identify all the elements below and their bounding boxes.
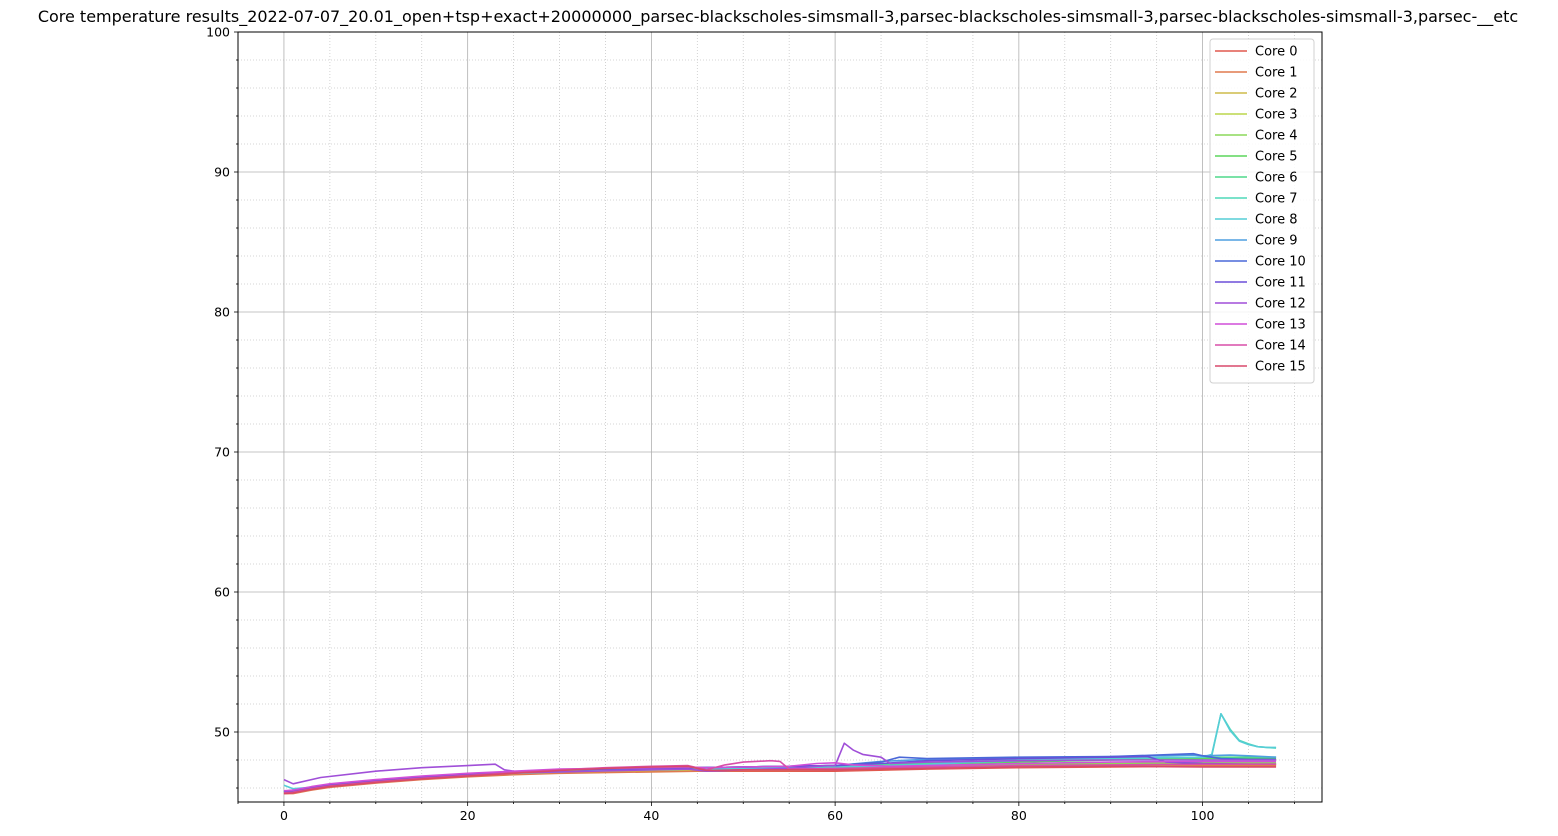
legend: Core 0 Core 1 Core 2 Core 3 Core 4 Core 5 Core…: [1209, 38, 1315, 384]
legend-label: Core 2: [1255, 87, 1298, 102]
legend-label: Core 0: [1255, 45, 1298, 60]
legend-label: Core 11: [1255, 276, 1306, 291]
legend-label: Core 12: [1255, 297, 1306, 312]
legend-label: Core 7: [1255, 192, 1298, 207]
legend-label: Core 4: [1255, 129, 1298, 144]
minor-grid: [237, 32, 1322, 802]
legend-label: Core 1: [1255, 66, 1298, 81]
major-grid: [238, 31, 1322, 802]
legend-label: Core 13: [1255, 318, 1306, 333]
x-tick-label: 100: [1191, 808, 1215, 823]
legend-box: [1209, 38, 1315, 384]
x-tick-label: 20: [460, 808, 476, 823]
x-tick-label: 60: [827, 808, 843, 823]
series-line-core-15: [283, 765, 1277, 795]
legend-label: Core 15: [1255, 360, 1306, 375]
axis-ticks: 0 20 40 60 80 100 50 60 70 80 90 100: [206, 25, 1295, 823]
legend-label: Core 8: [1255, 213, 1298, 228]
legend-label: Core 10: [1255, 255, 1306, 270]
y-tick-label: 70: [214, 445, 230, 460]
series-lines: [283, 713, 1277, 795]
y-tick-label: 50: [214, 725, 230, 740]
x-tick-label: 80: [1011, 808, 1027, 823]
legend-label: Core 6: [1255, 171, 1298, 186]
legend-label: Core 14: [1255, 339, 1306, 354]
legend-label: Core 3: [1255, 108, 1298, 123]
legend-label: Core 9: [1255, 234, 1298, 249]
chart-title: Core temperature results_2022-07-07_20.0…: [38, 7, 1518, 27]
plot-area-frame: [237, 31, 1323, 803]
y-tick-label: 80: [214, 305, 230, 320]
x-tick-label: 0: [280, 808, 288, 823]
y-tick-label: 100: [206, 25, 230, 40]
series-line-core-14: [283, 759, 1277, 794]
y-tick-label: 90: [214, 165, 230, 180]
y-tick-label: 60: [214, 585, 230, 600]
x-tick-label: 40: [643, 808, 659, 823]
series-line-core-7: [283, 713, 1277, 793]
legend-label: Core 5: [1255, 150, 1298, 165]
